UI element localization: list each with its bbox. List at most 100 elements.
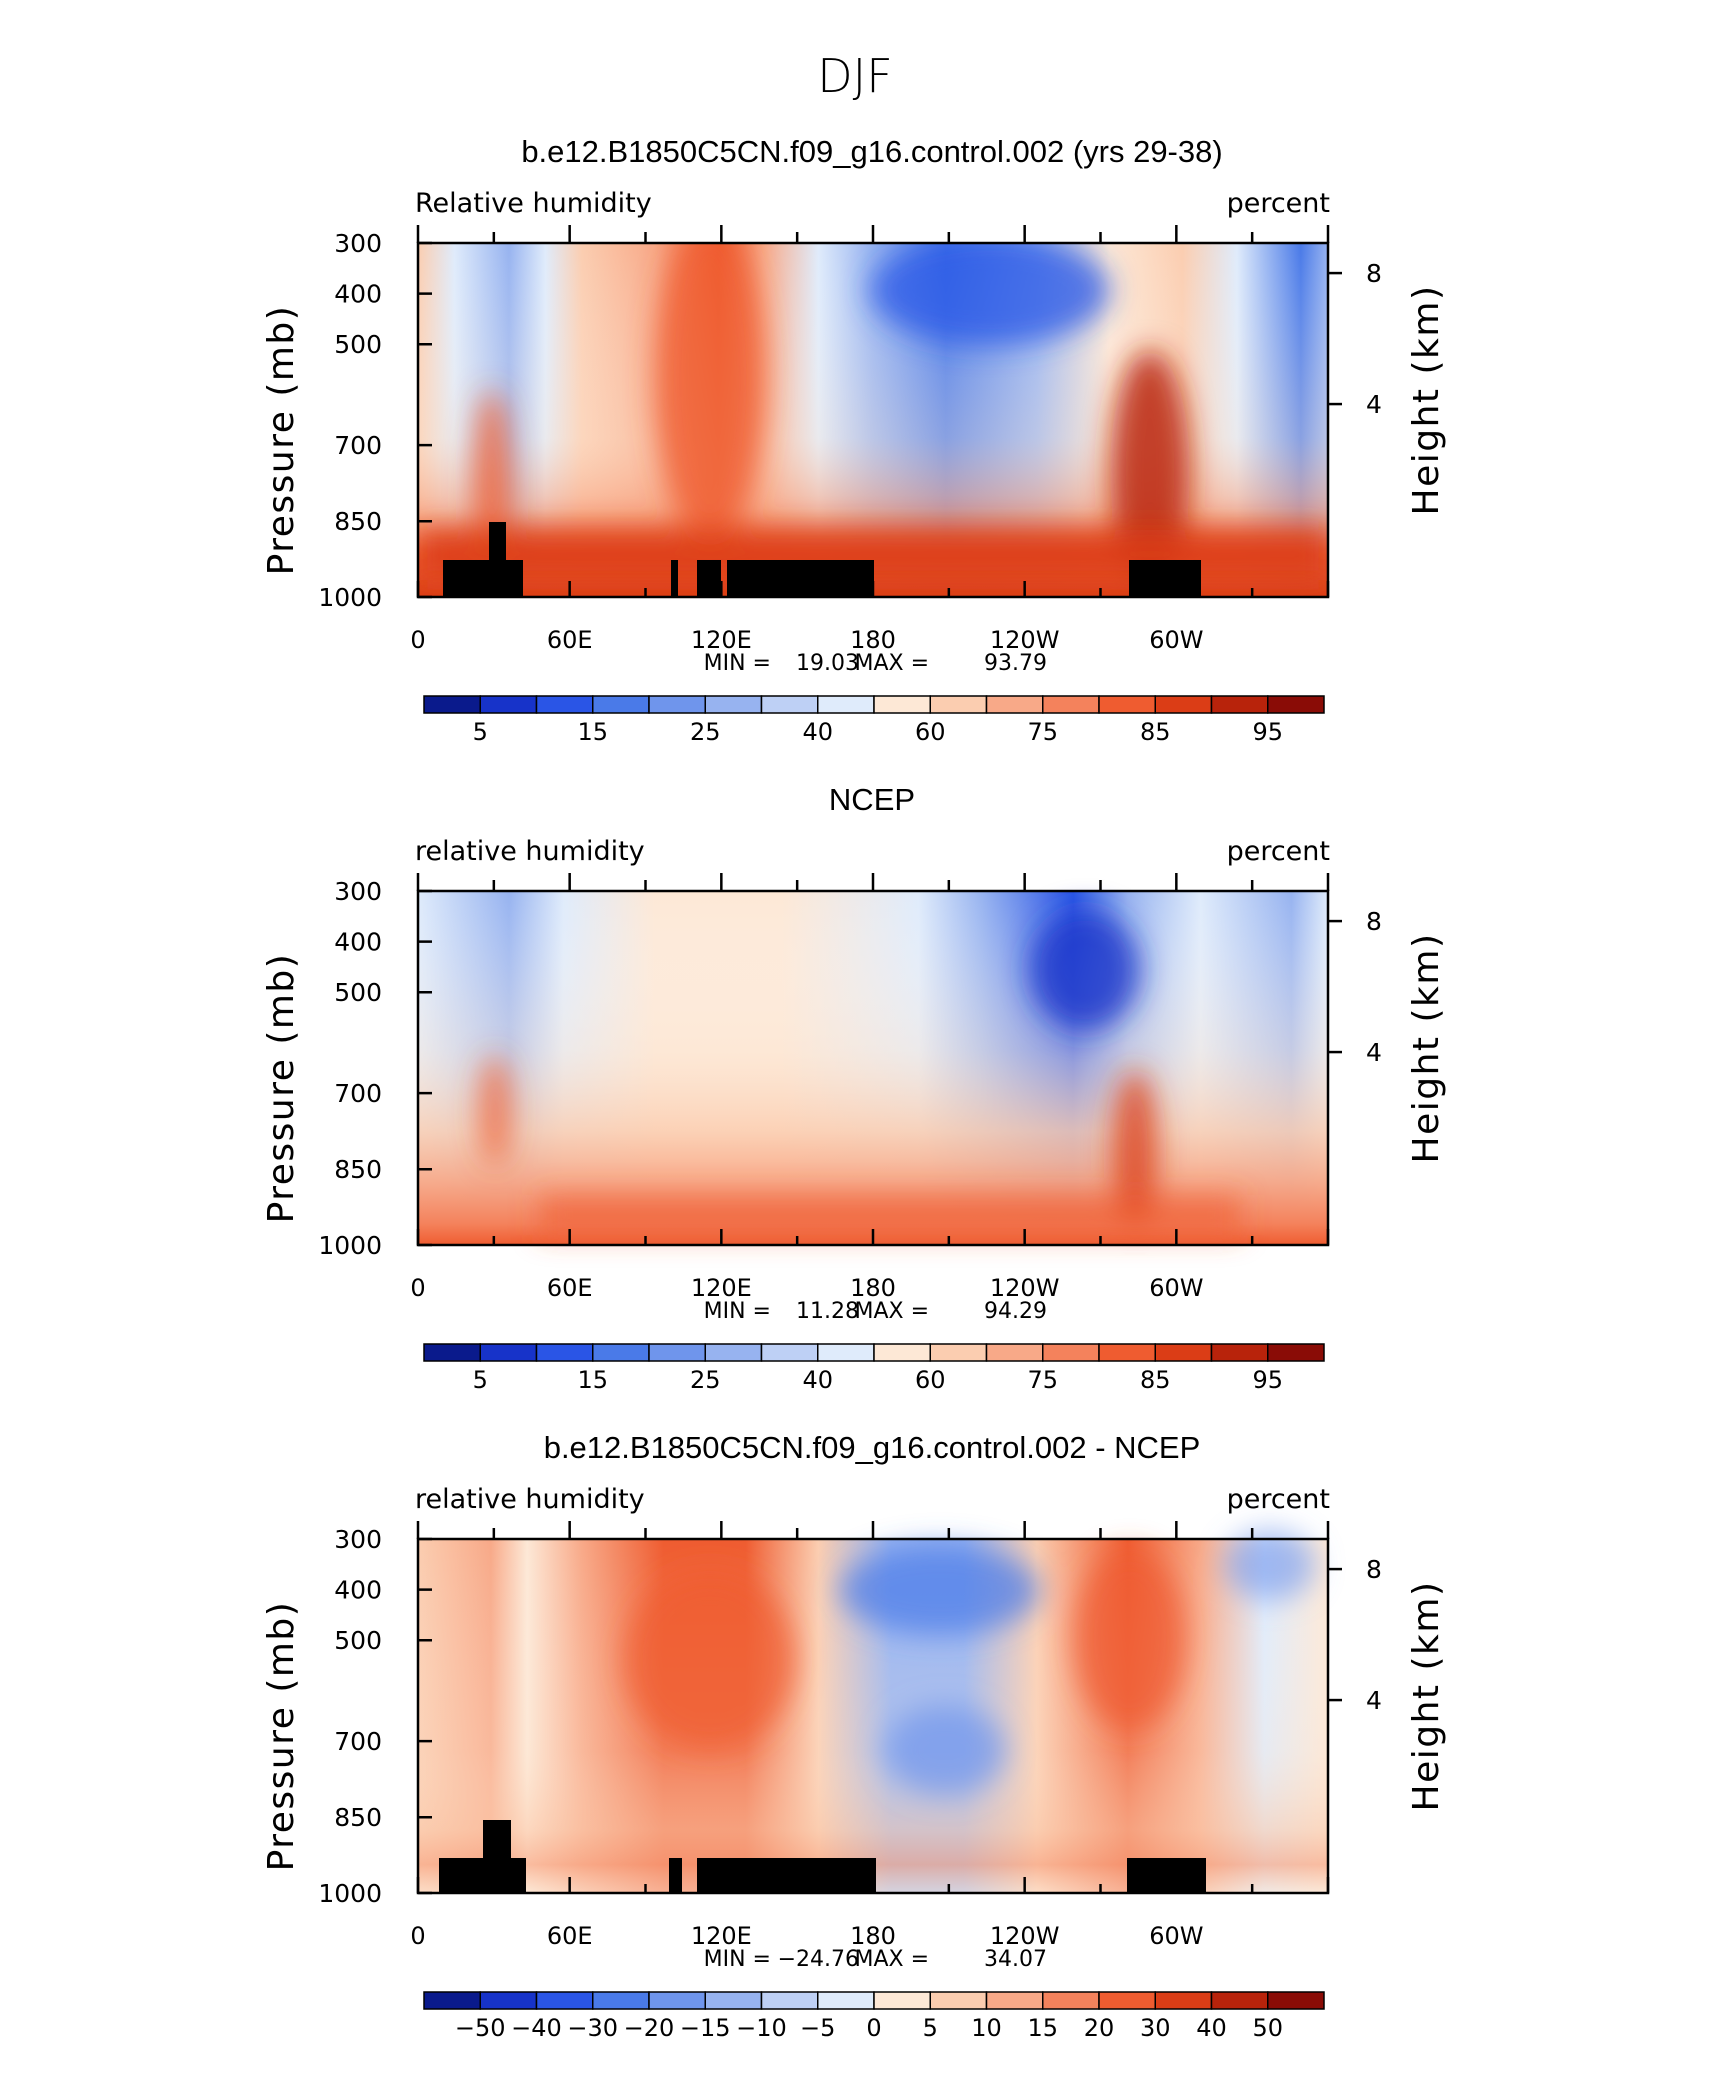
colorbar-swatch [479,1991,538,2010]
x-tick-label: 120E [691,1922,752,1950]
feature-boundary-layer [540,1195,1240,1235]
colorbar-label: 20 [1084,2014,1115,2042]
colorbar-swatch [985,1991,1044,2010]
y-tick-label: 700 [334,1727,382,1756]
y-tick-label: 850 [334,1803,382,1832]
panel-right-label: percent [1227,188,1330,219]
feature-dry-anomaly [840,1545,1040,1635]
max-label: MAX = [854,1299,929,1324]
max-value: 34.07 [984,1947,1047,1972]
colorbar-label: 75 [1027,1366,1058,1394]
y-right-tick-label: 4 [1366,390,1382,419]
max-label: MAX = [854,1947,929,1972]
panel-title: b.e12.B1850C5CN.f09_g16.control.002 - NC… [544,1430,1201,1465]
x-tick-label: 180 [850,626,896,654]
colorbar-swatch [1267,695,1325,714]
colorbar-swatch [1098,1343,1156,1362]
feature-africa-plume [479,1055,511,1165]
y-axis-title: Pressure (mb) [261,1601,302,1872]
colorbar-swatch [760,1991,819,2010]
panel-model: b.e12.B1850C5CN.f09_g16.control.002 (yrs… [415,134,1330,599]
y-tick-label: 1000 [318,1879,382,1908]
colorbar-swatch [929,695,988,714]
feature-dry-anomaly-low [885,1705,1005,1795]
colorbar-swatch [1210,695,1269,714]
plot-area [416,889,1330,1247]
x-tick-label: 120E [691,1274,752,1302]
min-label: MIN = [704,1299,771,1324]
colorbar-swatch [592,1991,650,2010]
feature-moist-anomaly-east [1075,1550,1185,1730]
y-right-axis-title: Height (km) [1406,933,1447,1164]
colorbar-swatch [817,1991,875,2010]
colorbar-label: 25 [690,1366,721,1394]
x-tick-label: 60E [547,1274,593,1302]
y-axis-title: Pressure (mb) [261,305,302,576]
colorbar-label: 15 [577,718,608,746]
colorbar-swatch [1154,1343,1213,1362]
field-lowlevel [418,891,1328,1245]
colorbar-swatch [648,1991,706,2010]
panel-title: b.e12.B1850C5CN.f09_g16.control.002 (yrs… [521,134,1222,169]
colorbar-label: 40 [1196,2014,1227,2042]
colorbar-swatch [873,1991,931,2010]
y-right-axis-title: Height (km) [1406,285,1447,516]
panel-difference: b.e12.B1850C5CN.f09_g16.control.002 - NC… [415,1430,1330,1895]
y-tick-label: 500 [334,330,382,359]
colorbar-swatch [704,1991,763,2010]
y-tick-label: 850 [334,507,382,536]
figure-title: DJF [817,49,892,103]
colorbar-label: 50 [1252,2014,1283,2042]
x-tick-label: 60E [547,1922,593,1950]
x-tick-label: 60E [547,626,593,654]
colorbar-swatch [1267,1991,1325,2010]
feature-dry-core [1030,910,1140,1030]
y-right-tick-label: 4 [1366,1038,1382,1067]
max-label: MAX = [854,651,929,676]
min-value: 19.03 [796,651,859,676]
y-tick-label: 1000 [318,583,382,612]
feature-dry-anomaly-east [1225,1530,1315,1600]
colorbar-label: −20 [624,2014,675,2042]
x-tick-label: 120E [691,626,752,654]
colorbar-label: 85 [1140,718,1171,746]
feature-moist-anomaly-west [625,1570,795,1750]
plot-area [416,1530,1330,1895]
colorbar-swatch [1154,1991,1213,2010]
panel-left-label: relative humidity [415,1484,645,1515]
y-right-axis-title: Height (km) [1406,1581,1447,1812]
colorbar-swatch [592,695,650,714]
colorbar-swatch [1042,695,1100,714]
panel-right-label: percent [1227,1484,1330,1515]
colorbar-swatch [1098,1991,1156,2010]
colorbar-swatch [873,695,931,714]
y-tick-label: 500 [334,1626,382,1655]
colorbar-swatch [985,1343,1044,1362]
panel-title: NCEP [829,782,915,817]
colorbar-swatch [760,1343,819,1362]
colorbar-swatch [1154,695,1213,714]
min-label: MIN = [704,651,771,676]
y-tick-label: 400 [334,1576,382,1605]
colorbar-label: 40 [802,718,833,746]
colorbar-swatch [873,1343,931,1362]
colorbar-swatch [648,1343,706,1362]
feature-andes-plume [1113,1070,1157,1230]
x-tick-label: 0 [410,1274,425,1302]
colorbar-label: 85 [1140,1366,1171,1394]
colorbar-label: 60 [915,718,946,746]
feature-moist-plume [655,243,765,540]
panel-ncep: NCEP relative humidity percent [415,782,1330,1247]
y-tick-label: 500 [334,978,382,1007]
colorbar-swatch [929,1991,988,2010]
colorbar-swatch [985,695,1044,714]
colorbar-label: −30 [567,2014,618,2042]
y-right-tick-label: 4 [1366,1686,1382,1715]
x-tick-label: 120W [990,1922,1060,1950]
x-tick-label: 120W [990,1274,1060,1302]
x-tick-label: 60W [1149,1922,1203,1950]
x-tick-label: 60W [1149,626,1203,654]
panel-right-label: percent [1227,836,1330,867]
feature-dry-core [870,243,1110,345]
